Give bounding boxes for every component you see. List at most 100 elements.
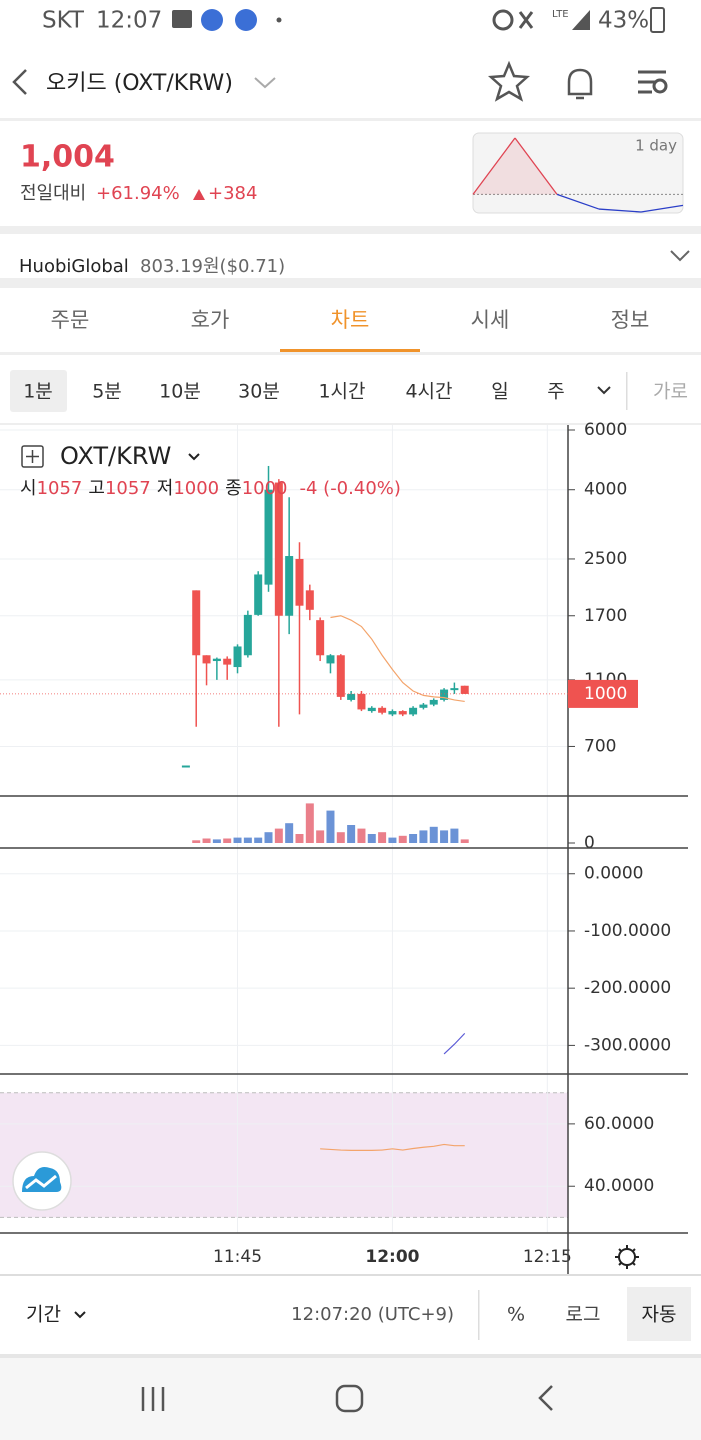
volume-bar <box>274 828 283 843</box>
candle-body <box>254 574 263 615</box>
chart-settings[interactable] <box>618 1248 636 1266</box>
volume-bar <box>264 832 273 843</box>
tab[interactable]: 정보 <box>611 308 650 332</box>
volume-bar <box>316 830 325 843</box>
candle-body <box>316 620 325 656</box>
candle-body <box>264 489 273 585</box>
symbol-dropdown[interactable] <box>188 453 200 461</box>
legend-value: 1057 <box>37 478 83 499</box>
interval[interactable]: 5분 <box>92 381 122 403</box>
x-tick-label: 12:00 <box>365 1247 419 1267</box>
interval-extra[interactable]: 가로 <box>653 381 688 403</box>
interval[interactable]: 주 <box>547 381 564 403</box>
back-nav-button[interactable] <box>538 1385 553 1411</box>
volume-bar <box>388 837 397 843</box>
volume-bar <box>233 837 242 843</box>
volume-bar <box>460 839 469 843</box>
page-title[interactable]: 오키드 (OXT/KRW) <box>46 71 233 96</box>
log-button[interactable]: 로그 <box>566 1304 601 1326</box>
divider <box>0 118 701 121</box>
fab-icon <box>25 1174 57 1190</box>
moving-average <box>330 615 465 703</box>
legend-value: 1000 <box>242 478 288 499</box>
title-dropdown[interactable] <box>254 77 276 89</box>
volume-bar <box>295 834 304 843</box>
battery-icon <box>650 7 665 33</box>
add-indicator[interactable] <box>21 445 44 468</box>
volume-bar <box>243 837 252 843</box>
interval-bar: 1분 5분 10분 30분 1시간 4시간 일 주 가로 <box>10 370 688 412</box>
period-button[interactable]: 기간 <box>26 1304 61 1326</box>
volume-bar <box>347 825 356 843</box>
recents-button[interactable] <box>141 1387 165 1411</box>
price: 1,004 <box>20 140 115 175</box>
candle-body <box>326 655 335 664</box>
volume-bar <box>378 832 387 843</box>
alert-button[interactable] <box>567 68 593 100</box>
home-button[interactable] <box>335 1384 364 1413</box>
candle-body <box>357 693 366 710</box>
chart-symbol[interactable]: OXT/KRW <box>60 442 171 470</box>
up-arrow <box>193 189 205 200</box>
icon <box>492 9 514 31</box>
auto-button[interactable]: 자동 <box>642 1304 677 1326</box>
carrier: SKT <box>42 8 85 34</box>
candle-body <box>398 711 407 715</box>
interval[interactable]: 4시간 <box>405 381 452 403</box>
fab-icon <box>22 1167 62 1192</box>
icon <box>615 1245 639 1269</box>
candle-body <box>223 658 232 665</box>
interval[interactable]: 30분 <box>238 381 280 403</box>
candle-body <box>460 685 469 694</box>
nav-bar <box>0 1354 701 1440</box>
interval[interactable]: 일 <box>491 381 508 403</box>
divider <box>0 226 701 234</box>
interval-active-bg <box>10 370 67 412</box>
tradingview-button[interactable] <box>12 1151 72 1211</box>
interval[interactable]: 1분 <box>23 381 53 403</box>
legend-label: 저 <box>157 478 174 499</box>
interval[interactable]: 1시간 <box>318 381 365 403</box>
legend-value: 1000 <box>173 478 219 499</box>
mini-line <box>556 193 600 210</box>
change-label: 전일대비 <box>20 183 86 204</box>
tab[interactable]: 호가 <box>191 308 230 332</box>
candle-body <box>419 704 428 708</box>
icon <box>201 9 223 31</box>
volume-bar <box>429 826 438 843</box>
divider <box>0 352 701 355</box>
settings-button[interactable] <box>638 70 666 94</box>
volume-bar <box>357 828 366 843</box>
y-tick-label: -200.0000 <box>584 978 671 998</box>
divider <box>0 423 701 425</box>
back-button[interactable] <box>12 69 27 95</box>
x-tick-label: 12:15 <box>523 1247 572 1267</box>
volume-bar <box>440 830 449 843</box>
mini-line <box>514 137 558 195</box>
tab[interactable]: 주문 <box>51 308 90 332</box>
tab[interactable]: 시세 <box>471 308 510 332</box>
tab[interactable]: 차트 <box>331 308 370 332</box>
candle-body <box>409 707 418 715</box>
y-tick-label: -300.0000 <box>584 1035 671 1055</box>
divider <box>0 1274 701 1276</box>
volume-bar <box>409 834 418 843</box>
pct-button[interactable]: % <box>507 1304 525 1326</box>
rsi-line <box>320 1143 465 1151</box>
candle-body <box>336 655 345 697</box>
mini-line <box>598 208 642 213</box>
change-pct: +61.94% <box>96 183 180 204</box>
volume-bar <box>336 832 345 843</box>
volume-bar <box>202 838 211 843</box>
last-price-label: 1000 <box>584 684 627 704</box>
favorite-button[interactable] <box>487 60 531 102</box>
interval-more[interactable] <box>597 386 611 395</box>
signal <box>572 10 590 30</box>
legend-label: 시 <box>20 478 37 499</box>
clock: 12:07 <box>96 8 162 34</box>
interval[interactable]: 10분 <box>159 381 201 403</box>
volume-bar <box>419 830 428 843</box>
exchange-expand[interactable] <box>670 250 690 262</box>
mini-line <box>472 137 516 195</box>
